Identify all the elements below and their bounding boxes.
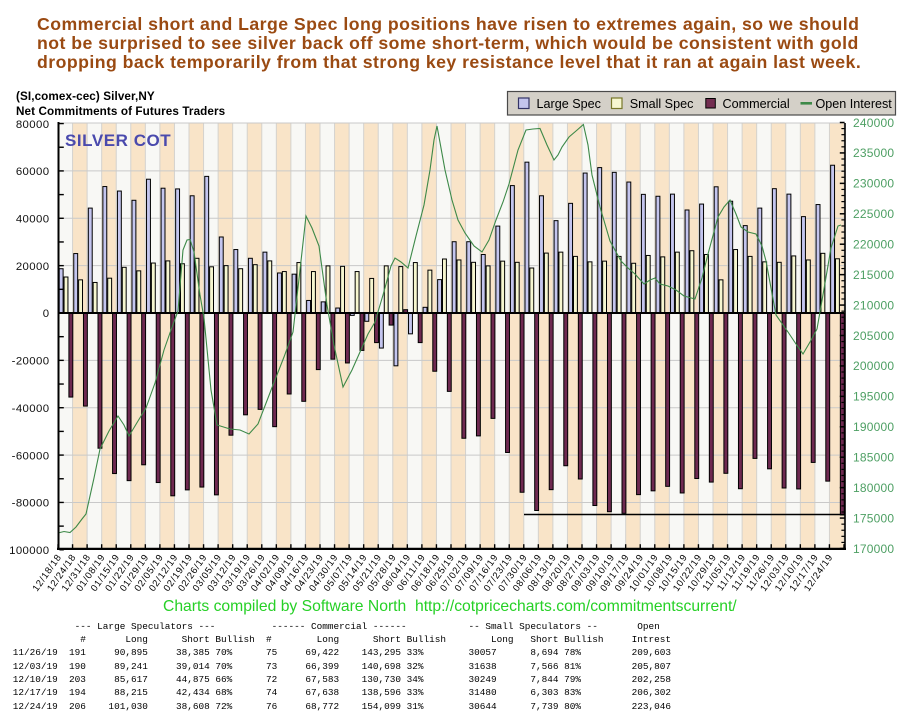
svg-text:-80000: -80000 [12, 498, 50, 510]
svg-text:175000: 175000 [853, 511, 894, 525]
svg-text:-20000: -20000 [12, 356, 50, 368]
svg-text:20000: 20000 [16, 261, 50, 273]
svg-text:40000: 40000 [16, 213, 50, 225]
svg-text:190000: 190000 [853, 420, 894, 434]
svg-text:240000: 240000 [853, 116, 894, 130]
svg-text:185000: 185000 [853, 451, 894, 465]
svg-text:180000: 180000 [853, 481, 894, 495]
svg-text:235000: 235000 [853, 146, 894, 160]
svg-text:Large Spec: Large Spec [537, 97, 601, 111]
svg-text:220000: 220000 [853, 238, 894, 252]
svg-text:-60000: -60000 [12, 450, 50, 462]
svg-text:SILVER COT: SILVER COT [65, 131, 171, 150]
svg-text:205000: 205000 [853, 329, 894, 343]
svg-text:100000: 100000 [9, 545, 49, 557]
svg-text:Commercial: Commercial [723, 97, 790, 111]
svg-text:195000: 195000 [853, 390, 894, 404]
svg-text:215000: 215000 [853, 268, 894, 282]
svg-text:230000: 230000 [853, 177, 894, 191]
svg-text:60000: 60000 [16, 166, 50, 178]
svg-text:-40000: -40000 [12, 403, 50, 415]
svg-text:0: 0 [43, 308, 50, 320]
svg-text:170000: 170000 [853, 542, 894, 556]
svg-text:80000: 80000 [16, 119, 50, 131]
svg-text:225000: 225000 [853, 207, 894, 221]
svg-text:200000: 200000 [853, 359, 894, 373]
svg-text:210000: 210000 [853, 298, 894, 312]
svg-text:Small Spec: Small Spec [630, 97, 694, 111]
svg-text:Open Interest: Open Interest [816, 97, 893, 111]
